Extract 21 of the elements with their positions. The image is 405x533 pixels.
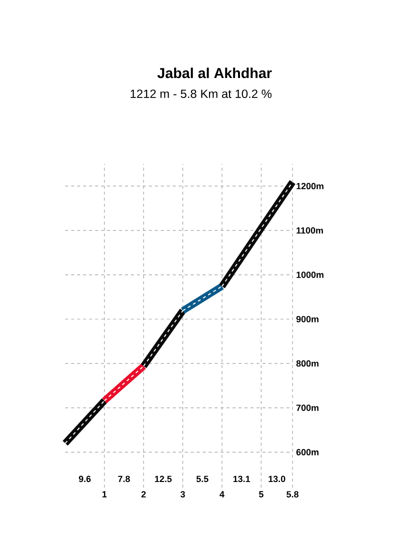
y-tick-label: 700m [296,404,318,411]
annotation: 5.5 [196,476,208,482]
x-tick-label: 5.8 [286,491,298,498]
x-tick-label: 4 [219,491,224,498]
annotation: 12.5 [154,476,172,482]
y-tick-label: 1100m [296,227,323,234]
annotation: 9.6 [78,476,91,482]
annotation: 7.8 [118,476,130,482]
chart-title: Jabal al Akhdhar [157,68,272,78]
x-tick-label: 2 [141,491,146,498]
x-tick-label: 3 [180,491,185,498]
y-tick-label: 900m [296,316,318,322]
x-tick-label: 1 [102,491,106,498]
chart-subtitle: 1212 m - 5.8 Km at 10.2 % [130,90,272,98]
annotation: 13.0 [268,476,286,482]
y-tick-label: 600m [296,448,318,456]
y-tick-label: 1200m [296,182,324,190]
x-tick-label: 5 [258,491,264,498]
annotation: 13.1 [233,476,250,482]
y-tick-label: 1000m [296,272,324,278]
y-tick-label: 800m [296,360,318,367]
